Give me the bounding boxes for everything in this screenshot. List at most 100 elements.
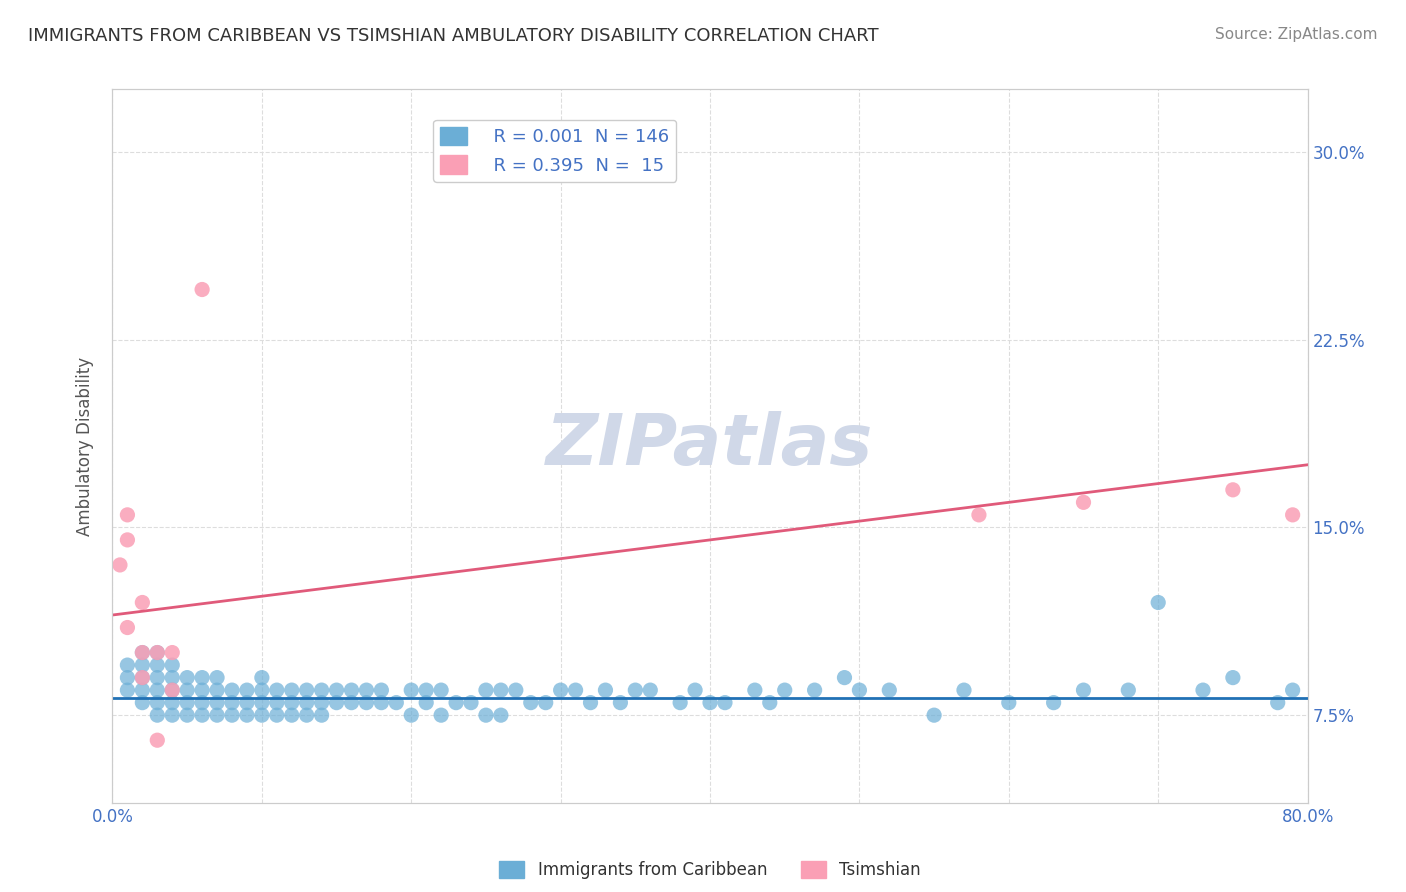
Point xyxy=(401,683,423,698)
Point xyxy=(191,671,214,685)
Point xyxy=(117,508,139,522)
Point xyxy=(415,683,437,698)
Point xyxy=(131,671,153,685)
Point xyxy=(221,696,243,710)
Point xyxy=(803,683,825,698)
Point xyxy=(146,646,169,660)
Point xyxy=(162,658,183,673)
Point xyxy=(714,696,737,710)
Text: IMMIGRANTS FROM CARIBBEAN VS TSIMSHIAN AMBULATORY DISABILITY CORRELATION CHART: IMMIGRANTS FROM CARIBBEAN VS TSIMSHIAN A… xyxy=(28,27,879,45)
Point xyxy=(1042,696,1064,710)
Point xyxy=(176,696,198,710)
Point xyxy=(117,621,139,635)
Point xyxy=(236,708,259,723)
Point xyxy=(595,683,617,698)
Point xyxy=(266,708,288,723)
Point xyxy=(356,683,378,698)
Point xyxy=(250,708,273,723)
Point xyxy=(1267,696,1289,710)
Point xyxy=(191,708,214,723)
Point xyxy=(640,683,662,698)
Point xyxy=(1222,483,1244,497)
Point xyxy=(281,708,304,723)
Point xyxy=(236,683,259,698)
Point xyxy=(295,708,318,723)
Point xyxy=(176,683,198,698)
Point xyxy=(325,683,347,698)
Point xyxy=(415,696,437,710)
Point xyxy=(922,708,945,723)
Point xyxy=(879,683,901,698)
Point xyxy=(162,646,183,660)
Point xyxy=(162,671,183,685)
Point xyxy=(191,283,214,297)
Point xyxy=(385,696,408,710)
Point xyxy=(1222,671,1244,685)
Point xyxy=(609,696,631,710)
Point xyxy=(1281,508,1303,522)
Point xyxy=(250,671,273,685)
Point xyxy=(1073,495,1095,509)
Point xyxy=(131,683,153,698)
Point xyxy=(162,708,183,723)
Point xyxy=(250,696,273,710)
Point xyxy=(340,696,363,710)
Point xyxy=(146,671,169,685)
Point xyxy=(953,683,976,698)
Point xyxy=(311,708,333,723)
Point xyxy=(162,696,183,710)
Point xyxy=(834,671,856,685)
Point xyxy=(356,696,378,710)
Point xyxy=(205,671,228,685)
Point xyxy=(117,671,139,685)
Point xyxy=(162,683,183,698)
Point xyxy=(401,708,423,723)
Point xyxy=(266,696,288,710)
Point xyxy=(699,696,721,710)
Point xyxy=(967,508,990,522)
Point xyxy=(295,696,318,710)
Point xyxy=(281,683,304,698)
Point xyxy=(460,696,482,710)
Point xyxy=(683,683,706,698)
Point xyxy=(146,696,169,710)
Point xyxy=(475,683,498,698)
Point xyxy=(520,696,543,710)
Point xyxy=(489,708,512,723)
Point xyxy=(146,683,169,698)
Point xyxy=(370,683,392,698)
Point xyxy=(773,683,796,698)
Point xyxy=(295,683,318,698)
Point xyxy=(311,696,333,710)
Point xyxy=(221,708,243,723)
Point xyxy=(624,683,647,698)
Point xyxy=(340,683,363,698)
Point xyxy=(669,696,692,710)
Point xyxy=(430,683,453,698)
Point xyxy=(146,658,169,673)
Point xyxy=(370,696,392,710)
Point xyxy=(534,696,557,710)
Point xyxy=(205,708,228,723)
Point xyxy=(117,658,139,673)
Point xyxy=(205,696,228,710)
Point xyxy=(146,733,169,747)
Point xyxy=(281,696,304,710)
Point xyxy=(266,683,288,698)
Point xyxy=(325,696,347,710)
Point xyxy=(131,646,153,660)
Point xyxy=(176,708,198,723)
Point xyxy=(131,696,153,710)
Point xyxy=(1192,683,1215,698)
Point xyxy=(489,683,512,698)
Point xyxy=(236,696,259,710)
Point xyxy=(579,696,602,710)
Text: ZIPatlas: ZIPatlas xyxy=(547,411,873,481)
Point xyxy=(176,671,198,685)
Point xyxy=(146,708,169,723)
Point xyxy=(430,708,453,723)
Point xyxy=(1147,595,1170,609)
Point xyxy=(1118,683,1140,698)
Point xyxy=(444,696,467,710)
Point xyxy=(191,696,214,710)
